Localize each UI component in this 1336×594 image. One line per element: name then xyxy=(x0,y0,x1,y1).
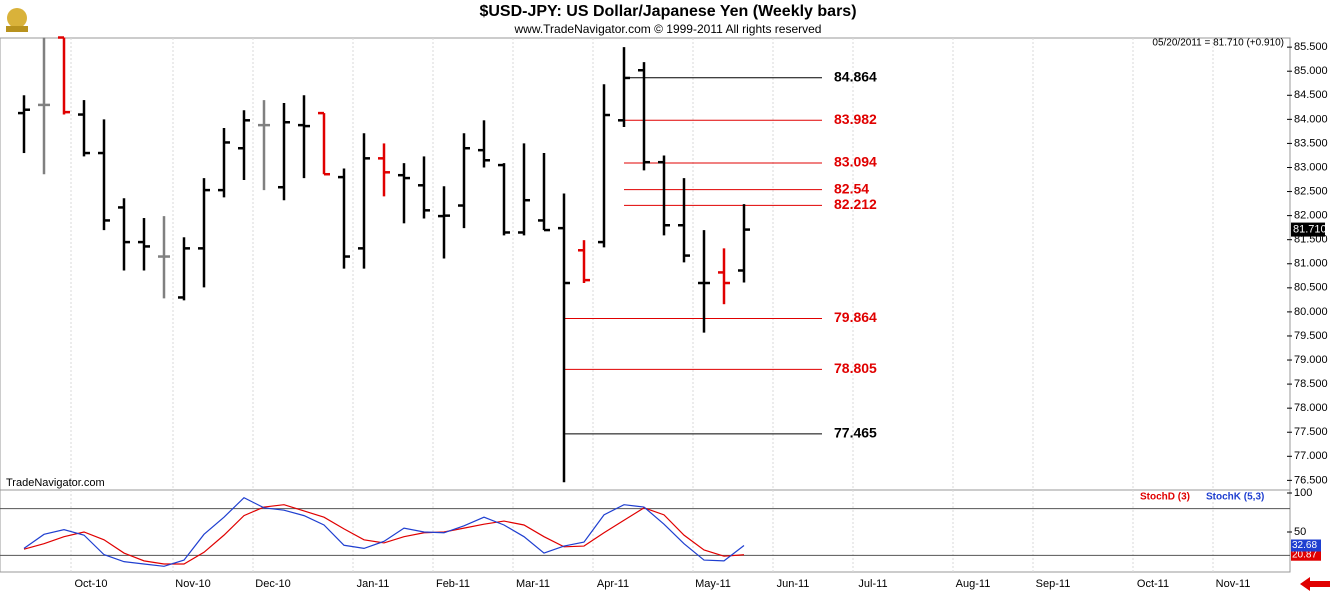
level-label: 77.465 xyxy=(834,425,877,441)
x-tick-label: May-11 xyxy=(695,578,731,590)
level-label: 82.212 xyxy=(834,196,877,212)
x-tick-label: Jan-11 xyxy=(357,578,390,590)
level-label: 84.864 xyxy=(834,68,877,84)
x-tick-label: Aug-11 xyxy=(956,578,991,590)
y-tick-label: 80.500 xyxy=(1294,282,1328,294)
y-tick-label: 82.000 xyxy=(1294,210,1328,222)
watermark: TradeNavigator.com xyxy=(6,477,105,489)
last-value-label: 20.87 xyxy=(1292,549,1317,560)
y-tick-label: 85.000 xyxy=(1294,65,1328,77)
y-tick-label: 81.500 xyxy=(1294,234,1328,246)
x-tick-label: Oct-10 xyxy=(74,578,107,590)
chart-subtitle: www.TradeNavigator.com © 1999-2011 All r… xyxy=(514,22,822,36)
legend-entry: StochD (3) xyxy=(1140,492,1190,503)
y-tick-label: 100 xyxy=(1294,487,1312,499)
y-tick-label: 80.000 xyxy=(1294,306,1328,318)
stoch-line xyxy=(23,504,745,565)
y-tick-label: 83.000 xyxy=(1294,161,1328,173)
last-value-box xyxy=(1291,548,1321,561)
level-label: 83.094 xyxy=(834,154,877,170)
legend-entry: StochK (5,3) xyxy=(1206,492,1264,503)
x-tick-label: Mar-11 xyxy=(516,578,550,590)
level-label: 79.864 xyxy=(834,309,877,325)
x-tick-label: Feb-11 xyxy=(436,578,470,590)
x-tick-label: Apr-11 xyxy=(597,578,629,590)
last-value-box xyxy=(1291,539,1321,552)
x-tick-label: Sep-11 xyxy=(1036,578,1071,590)
y-tick-label: 77.000 xyxy=(1294,450,1328,462)
y-tick-label: 77.500 xyxy=(1294,426,1328,438)
level-label: 83.982 xyxy=(834,111,877,127)
price-annotation: 05/20/2011 = 81.710 (+0.910) xyxy=(1152,38,1284,49)
x-tick-label: Nov-10 xyxy=(175,578,210,590)
y-tick-label: 84.500 xyxy=(1294,89,1328,101)
y-tick-label: 50 xyxy=(1294,526,1306,538)
last-price-label: 81.710 xyxy=(1293,223,1327,235)
stoch-line xyxy=(23,496,745,567)
logo xyxy=(6,8,28,32)
x-tick-label: Dec-10 xyxy=(255,578,290,590)
x-tick-label: Jun-11 xyxy=(777,578,810,590)
y-tick-label: 78.000 xyxy=(1294,402,1328,414)
y-tick-label: 83.500 xyxy=(1294,137,1328,149)
y-tick-label: 84.000 xyxy=(1294,113,1328,125)
plot-frame xyxy=(0,37,1291,573)
x-tick-label: Oct-11 xyxy=(1137,578,1169,590)
level-label: 82.54 xyxy=(834,180,869,196)
y-tick-label: 82.500 xyxy=(1294,185,1328,197)
x-tick-label: Nov-11 xyxy=(1216,578,1251,590)
chart-title: $USD-JPY: US Dollar/Japanese Yen (Weekly… xyxy=(479,3,856,20)
y-tick-label: 79.000 xyxy=(1294,354,1328,366)
y-tick-label: 79.500 xyxy=(1294,330,1328,342)
y-tick-label: 76.500 xyxy=(1294,474,1328,486)
y-tick-label: 85.500 xyxy=(1294,41,1328,53)
scroll-arrow[interactable] xyxy=(1300,577,1330,591)
last-value-label: 32.68 xyxy=(1292,540,1317,551)
y-tick-label: 78.500 xyxy=(1294,378,1328,390)
level-label: 78.805 xyxy=(834,360,877,376)
x-tick-label: Jul-11 xyxy=(858,578,887,590)
y-tick-label: 81.000 xyxy=(1294,258,1328,270)
last-price-box xyxy=(1291,222,1325,237)
